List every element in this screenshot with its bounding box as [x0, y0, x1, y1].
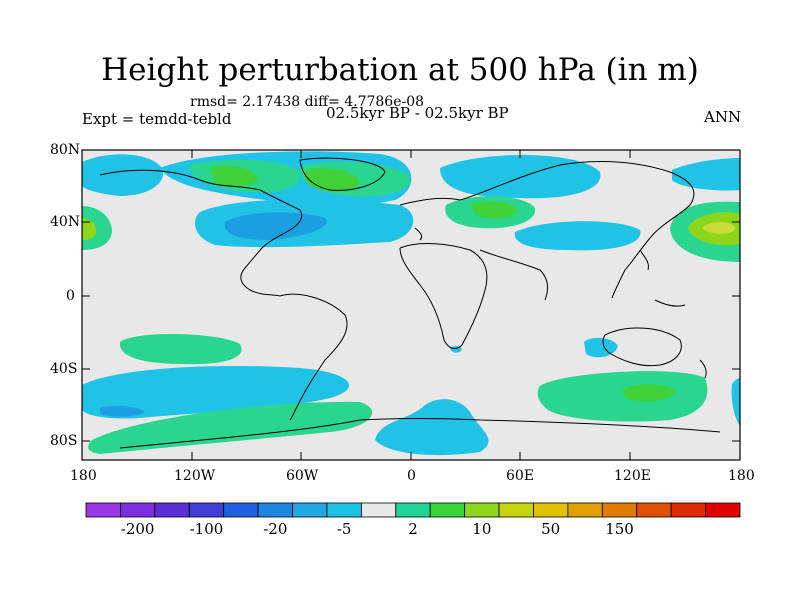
colorbar-box — [223, 502, 259, 518]
colorbar-box — [120, 502, 156, 518]
contour-fills — [82, 151, 740, 456]
colorbar-box — [567, 502, 603, 518]
coast-australia — [602, 327, 682, 367]
anomaly-patch — [537, 371, 708, 422]
anomaly-patch — [440, 154, 601, 199]
colorbar-box — [326, 502, 362, 518]
anomaly-patch — [82, 218, 97, 240]
season-label: ANN — [704, 108, 742, 126]
anomaly-patch — [100, 405, 145, 417]
anomaly-patch — [622, 384, 676, 402]
colorbar-box — [533, 502, 569, 518]
plot-title: Height perturbation at 500 hPa (in m) — [101, 52, 699, 88]
coast-africa — [399, 243, 488, 350]
colorbar-box — [360, 502, 397, 518]
colorbar-label: 10 — [472, 520, 492, 538]
colorbar-label: -20 — [263, 520, 288, 538]
colorbar-box — [705, 502, 741, 518]
colorbar-boxes — [85, 502, 741, 518]
anomaly-patch — [514, 221, 641, 251]
lat-tick-label: 80S — [50, 433, 78, 449]
coastlines — [99, 157, 721, 449]
lon-tick-label: 120E — [614, 468, 651, 484]
period-label: 02.5kyr BP - 02.5kyr BP — [326, 104, 509, 122]
lat-tick-label: 80N — [50, 142, 81, 158]
lon-tick-label: 180 — [70, 468, 97, 484]
coast-europe-asia — [399, 160, 695, 299]
colorbar-box — [188, 502, 225, 518]
colorbar-box — [292, 502, 328, 518]
colorbar-label: -5 — [336, 520, 352, 538]
lon-tick-marks — [81, 150, 741, 460]
colorbar-label: 150 — [605, 520, 634, 538]
anomaly-patch — [82, 154, 164, 196]
colorbar-box — [636, 502, 672, 518]
colorbar-label: 50 — [541, 520, 561, 538]
colorbar-box — [498, 502, 534, 518]
colorbar-box — [257, 502, 293, 518]
anomaly-patch — [119, 333, 242, 365]
lat-tick-label: 0 — [66, 288, 75, 304]
coast-greenland — [299, 157, 386, 191]
coast-arabia-india — [479, 249, 548, 301]
colorbar-label: -100 — [189, 520, 224, 538]
colorbar-box — [601, 502, 638, 518]
anomaly-patch — [731, 378, 740, 426]
lat-tick-label: 40N — [50, 214, 81, 230]
colorbar-label: -200 — [120, 520, 155, 538]
coast-islands — [414, 227, 707, 379]
lon-tick-label: 180 — [728, 468, 755, 484]
lat-tick-label: 40S — [50, 361, 78, 377]
experiment-label: Expt = temdd-tebld — [82, 110, 232, 128]
colorbar-box — [85, 502, 121, 518]
lon-tick-label: 120W — [174, 468, 216, 484]
colorbar-box — [429, 502, 466, 518]
coast-south-america — [279, 293, 348, 421]
colorbar-box — [670, 502, 706, 518]
colorbar-label: 2 — [408, 520, 418, 538]
anomaly-patch — [375, 399, 489, 456]
lon-tick-label: 0 — [407, 468, 416, 484]
colorbar-box — [395, 502, 431, 518]
lon-tick-label: 60W — [286, 468, 319, 484]
coast-north-america — [99, 169, 303, 297]
colorbar-box — [464, 502, 500, 518]
lat-tick-marks — [82, 149, 740, 442]
anomaly-patch — [210, 165, 258, 187]
anomaly-patch — [470, 201, 518, 219]
anomaly-patch — [702, 222, 736, 234]
colorbar-box — [154, 502, 190, 518]
anomaly-patch — [672, 158, 740, 191]
lon-tick-label: 60E — [506, 468, 535, 484]
anomaly-patch — [88, 401, 373, 454]
coast-antarctica — [119, 418, 721, 449]
stats-label: rmsd= 2.17438 diff= 4.7786e-08 — [190, 94, 425, 110]
